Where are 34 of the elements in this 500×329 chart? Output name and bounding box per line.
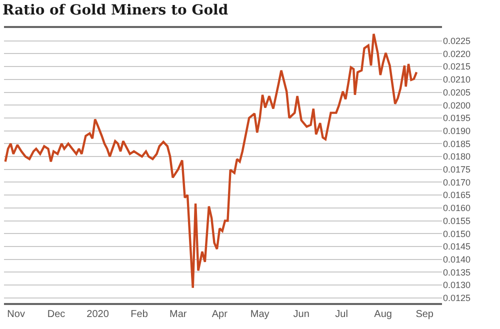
y-tick-label: 0.0210 xyxy=(443,74,471,85)
x-tick-label: May xyxy=(250,308,270,320)
chart-title: Ratio of Gold Miners to Gold xyxy=(2,2,228,19)
line-series xyxy=(4,32,418,289)
x-tick-label: Mar xyxy=(170,308,188,320)
y-tick-label: 0.0195 xyxy=(443,113,471,124)
y-tick-label: 0.0160 xyxy=(443,203,471,214)
y-tick-label: 0.0175 xyxy=(443,164,471,175)
x-tick-label: Aug xyxy=(374,308,392,320)
x-tick-label: Jun xyxy=(293,308,310,320)
x-tick-label: Feb xyxy=(130,308,148,320)
y-tick-label: 0.0135 xyxy=(443,267,471,278)
y-tick-label: 0.0225 xyxy=(443,36,471,46)
y-tick-label: 0.0155 xyxy=(443,216,471,226)
x-tick-label: Apr xyxy=(212,308,228,320)
y-tick-label: 0.0150 xyxy=(443,228,471,239)
y-tick-label: 0.0185 xyxy=(443,138,471,149)
y-tick-label: 0.0140 xyxy=(443,254,471,264)
x-tick-label: Jul xyxy=(335,308,348,320)
x-tick-label: Sep xyxy=(416,308,434,320)
y-tick-label: 0.0170 xyxy=(443,177,471,188)
y-tick-label: 0.0205 xyxy=(443,87,471,98)
x-tick-label: Dec xyxy=(47,308,66,320)
y-tick-label: 0.0215 xyxy=(443,62,471,72)
y-tick-label: 0.0180 xyxy=(443,152,471,162)
x-tick-label: Nov xyxy=(7,308,25,320)
y-tick-label: 0.0145 xyxy=(443,242,471,252)
y-tick-label: 0.0165 xyxy=(443,190,471,200)
y-tick-label: 0.0130 xyxy=(443,280,471,290)
y-tick-label: 0.0200 xyxy=(443,100,471,110)
y-tick-label: 0.0125 xyxy=(443,293,471,304)
y-tick-label: 0.0190 xyxy=(443,126,471,136)
y-tick-label: 0.0220 xyxy=(443,48,471,59)
x-tick-label: 2020 xyxy=(86,308,110,320)
